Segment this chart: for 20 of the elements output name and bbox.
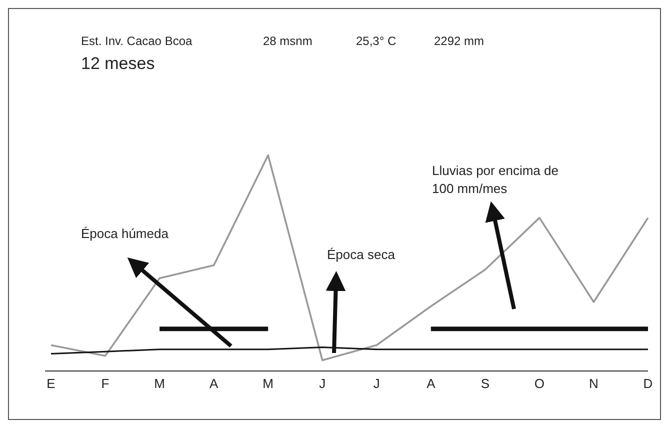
annotation: Lluvias por encima de 100 mm/mes	[432, 162, 560, 198]
x-tick-label: A	[426, 376, 436, 392]
x-tick-label: A	[209, 376, 218, 392]
annotation: Época seca	[327, 246, 395, 264]
text: 12 meses	[81, 53, 155, 75]
annotation: Época húmeda	[81, 225, 168, 243]
x-tick-label: J	[373, 376, 380, 392]
x-tick-label: S	[480, 376, 490, 392]
x-tick-label: D	[643, 376, 653, 392]
x-tick-label: J	[319, 376, 326, 392]
x-tick-label: O	[534, 376, 545, 392]
x-tick-label: M	[262, 376, 274, 392]
text: 2292 mm	[434, 33, 484, 50]
text: 25,3° C	[356, 33, 396, 50]
x-tick-label: E	[46, 376, 56, 392]
x-tick-label: M	[154, 376, 165, 392]
x-tick-label: N	[589, 376, 598, 392]
x-tick-label: F	[101, 376, 110, 392]
text: 28 msnm	[263, 33, 312, 50]
text: Est. Inv. Cacao Bcoa	[81, 33, 192, 50]
